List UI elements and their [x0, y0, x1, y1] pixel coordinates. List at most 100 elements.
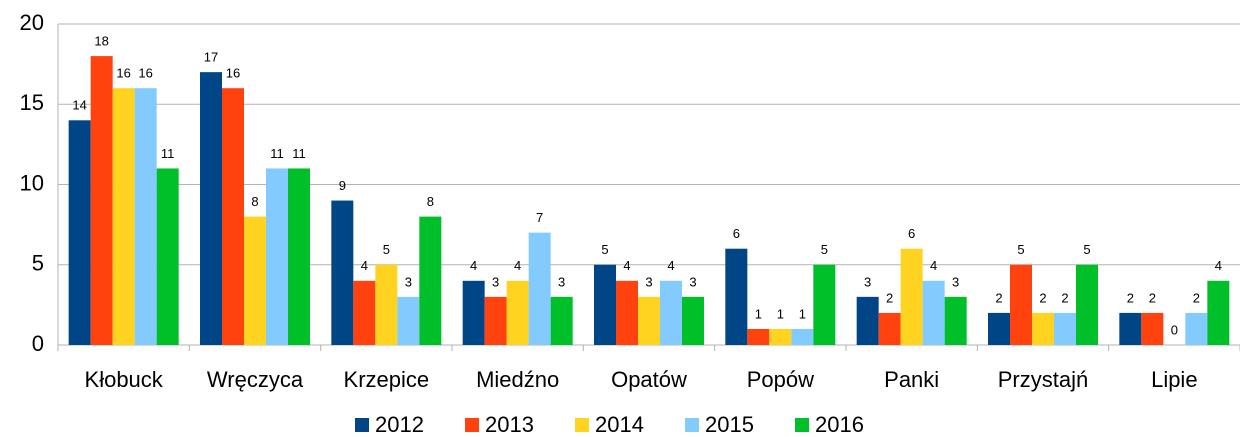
bar — [68, 120, 91, 345]
value-label: 4 — [1215, 258, 1222, 273]
bar — [1010, 264, 1032, 345]
y-tick-label: 20 — [20, 10, 44, 35]
bar — [462, 280, 485, 345]
value-label: 14 — [72, 98, 86, 113]
bar — [747, 328, 770, 345]
bar — [244, 216, 266, 345]
x-tick-label: Przystajń — [998, 367, 1088, 392]
value-label: 16 — [116, 66, 130, 81]
value-label: 2 — [1061, 290, 1068, 305]
value-label: 8 — [427, 194, 434, 209]
bar — [375, 264, 398, 345]
value-label: 0 — [1171, 322, 1178, 337]
bar — [813, 264, 836, 345]
bar — [638, 296, 660, 345]
value-label: 2 — [1127, 290, 1134, 305]
legend-label: 2012 — [375, 412, 424, 437]
value-label: 1 — [755, 306, 762, 321]
bar — [1185, 312, 1208, 345]
bar — [1032, 312, 1054, 345]
bar — [769, 328, 792, 345]
value-label: 3 — [864, 274, 871, 289]
bar — [397, 296, 420, 345]
bar — [1076, 264, 1098, 345]
bar — [484, 296, 507, 345]
bar — [682, 296, 704, 345]
bar — [988, 312, 1010, 345]
value-label: 1 — [777, 306, 784, 321]
value-label: 2 — [1149, 290, 1156, 305]
value-label: 5 — [601, 242, 608, 257]
value-label: 3 — [492, 274, 499, 289]
bar — [222, 88, 244, 345]
x-tick-label: Miedźno — [476, 367, 559, 392]
value-label: 2 — [1193, 290, 1200, 305]
bar — [900, 248, 923, 345]
value-label: 16 — [138, 66, 152, 81]
x-tick-label: Wręczyca — [207, 367, 304, 392]
value-label: 6 — [908, 226, 915, 241]
value-label: 3 — [558, 274, 565, 289]
bar — [134, 88, 157, 345]
bar — [856, 296, 879, 345]
bar — [616, 280, 638, 345]
legend-label: 2015 — [705, 412, 754, 437]
bar — [156, 168, 179, 345]
bar — [878, 312, 901, 345]
bar — [550, 296, 573, 345]
bar — [112, 88, 135, 345]
value-label: 3 — [689, 274, 696, 289]
bar — [331, 200, 354, 345]
value-label: 4 — [361, 258, 368, 273]
legend-swatch — [685, 418, 699, 432]
x-tick-label: Popów — [747, 367, 814, 392]
bar — [944, 296, 967, 345]
x-tick-label: Opatów — [611, 367, 687, 392]
bar — [506, 280, 529, 345]
value-label: 11 — [270, 146, 284, 161]
bar — [1119, 312, 1142, 345]
value-label: 2 — [995, 290, 1002, 305]
bar — [528, 232, 551, 345]
value-label: 3 — [645, 274, 652, 289]
y-tick-label: 5 — [32, 251, 44, 276]
bar — [288, 168, 310, 345]
value-label: 1 — [799, 306, 806, 321]
value-label: 18 — [94, 34, 108, 49]
legend-swatch — [465, 418, 479, 432]
value-label: 5 — [821, 242, 828, 257]
x-tick-label: Lipie — [1151, 367, 1197, 392]
bar — [922, 280, 945, 345]
value-label: 11 — [161, 146, 175, 161]
value-label: 11 — [292, 146, 306, 161]
legend-label: 2016 — [815, 412, 864, 437]
bar — [1207, 280, 1230, 345]
y-tick-label: 0 — [32, 331, 44, 356]
y-tick-label: 10 — [20, 170, 44, 195]
value-label: 4 — [470, 258, 477, 273]
value-label: 4 — [930, 258, 937, 273]
bar — [90, 56, 113, 345]
y-tick-label: 15 — [20, 90, 44, 115]
value-label: 5 — [1083, 242, 1090, 257]
bar — [353, 280, 376, 345]
x-tick-label: Krzepice — [344, 367, 430, 392]
legend-label: 2013 — [485, 412, 534, 437]
bar — [1054, 312, 1076, 345]
bar — [200, 72, 222, 346]
bar — [1141, 312, 1164, 345]
x-tick-label: Kłobuck — [85, 367, 164, 392]
value-label: 3 — [952, 274, 959, 289]
value-label: 17 — [204, 50, 218, 65]
value-label: 3 — [405, 274, 412, 289]
x-tick-label: Panki — [884, 367, 939, 392]
value-label: 9 — [339, 178, 346, 193]
legend-swatch — [355, 418, 369, 432]
legend-label: 2014 — [595, 412, 644, 437]
value-label: 4 — [514, 258, 521, 273]
value-label: 4 — [623, 258, 630, 273]
value-label: 2 — [1039, 290, 1046, 305]
bar — [266, 168, 288, 345]
bar — [419, 216, 442, 345]
